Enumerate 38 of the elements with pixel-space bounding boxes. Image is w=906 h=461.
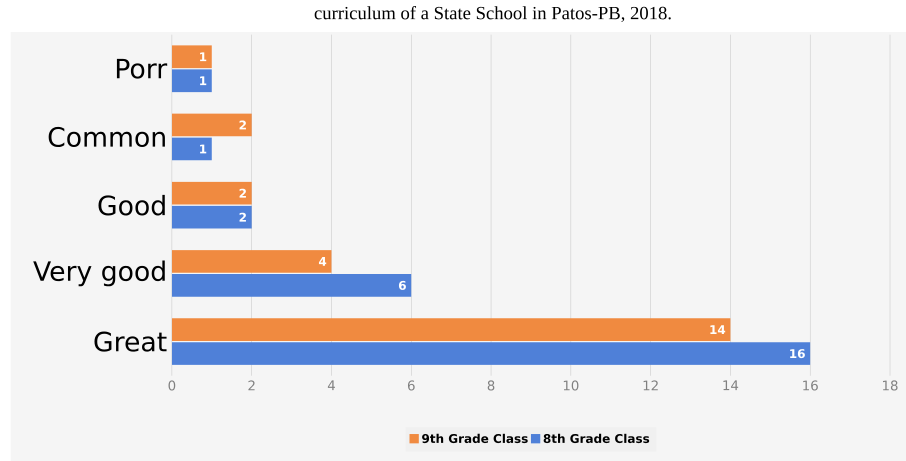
bar xyxy=(172,318,730,341)
x-tick-label: 8 xyxy=(488,380,494,390)
x-tick-label: 16 xyxy=(803,380,818,390)
y-tick-label: Common xyxy=(48,126,165,148)
data-label: 2 xyxy=(240,212,246,222)
x-tick-label: 14 xyxy=(723,380,738,390)
y-tick-label: Very good xyxy=(33,260,165,286)
bar xyxy=(172,342,810,365)
y-tick-label: Good xyxy=(98,194,165,216)
bar xyxy=(172,182,252,205)
bar xyxy=(172,138,212,160)
x-tick-label: 18 xyxy=(882,380,898,390)
legend-label: 9th Grade Class xyxy=(422,434,528,444)
bar xyxy=(172,274,412,297)
data-label: 16 xyxy=(790,349,805,358)
x-tick-label: 12 xyxy=(644,380,658,390)
x-tick-label: 4 xyxy=(328,380,335,390)
bar xyxy=(172,250,332,273)
x-tick-label: 6 xyxy=(408,380,415,390)
data-label: 2 xyxy=(240,188,246,198)
data-label: 14 xyxy=(710,325,726,334)
x-tick-label: 0 xyxy=(168,380,176,390)
x-tick-label: 2 xyxy=(248,380,255,390)
data-label: 1 xyxy=(200,76,206,86)
y-tick-label: Great xyxy=(94,332,167,352)
chart-title: curriculum of a State School in Patos-PB, 2018. xyxy=(314,6,671,22)
data-label: 4 xyxy=(318,257,326,266)
data-label: 2 xyxy=(240,120,246,130)
bar xyxy=(172,69,212,92)
legend-label: 8th Grade Class xyxy=(544,434,650,444)
data-label: 1 xyxy=(200,52,206,62)
bar xyxy=(172,114,252,136)
bar xyxy=(172,45,212,68)
data-label: 1 xyxy=(200,144,206,154)
x-tick-label: 10 xyxy=(564,380,578,390)
bar xyxy=(172,206,252,228)
data-label: 6 xyxy=(398,280,406,290)
y-tick-label: Porr xyxy=(116,58,168,79)
